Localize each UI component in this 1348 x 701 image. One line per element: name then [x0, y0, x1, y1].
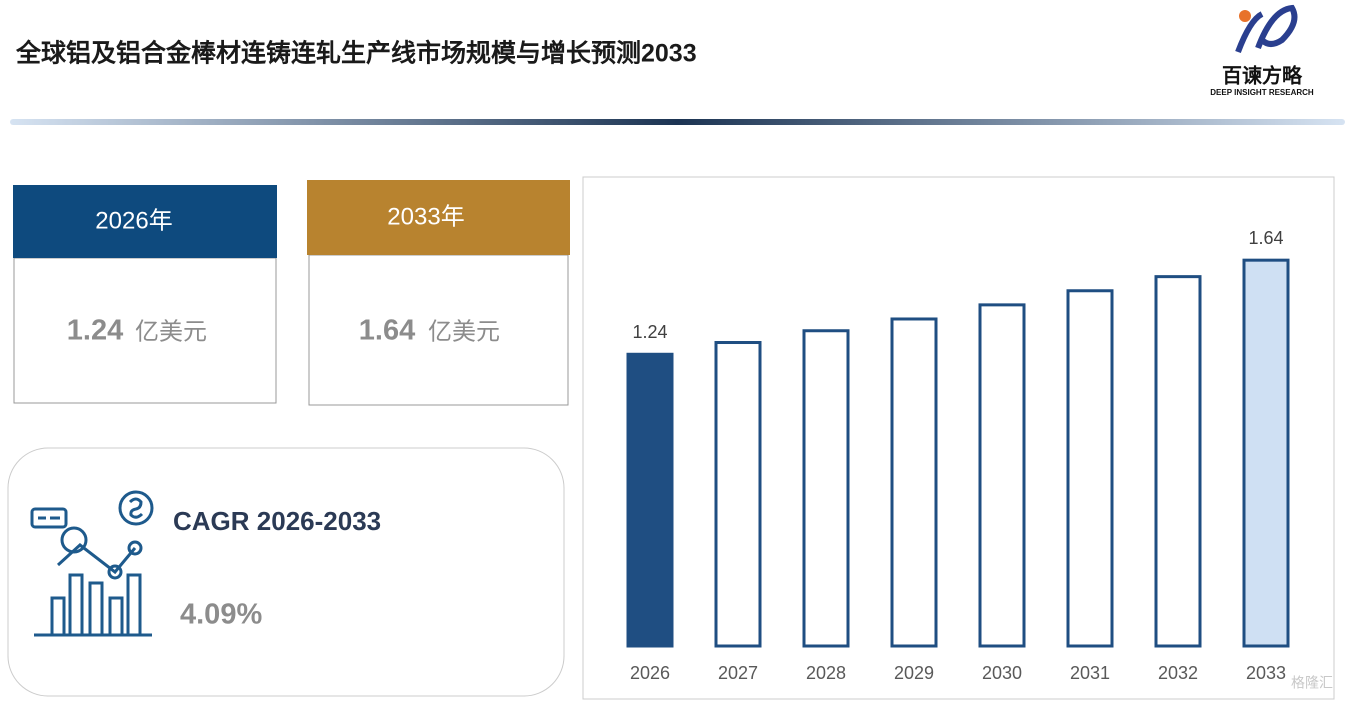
x-tick-label: 2032	[1158, 663, 1198, 683]
cagr-label: CAGR 2026-2033	[173, 506, 381, 536]
bar	[626, 352, 674, 648]
x-tick-label: 2028	[806, 663, 846, 683]
bar	[978, 303, 1026, 648]
watermark: 格隆汇	[1291, 675, 1333, 691]
card-value: 1.24	[67, 315, 123, 347]
cagr-icon	[30, 490, 154, 637]
bar	[714, 341, 762, 648]
card-unit: 亿美元	[428, 318, 500, 345]
logo-name: 百谏方略	[1222, 63, 1303, 87]
bar	[1242, 258, 1290, 648]
card-value: 1.64	[359, 315, 415, 347]
x-tick-label: 2027	[718, 663, 758, 683]
x-tick-label: 2033	[1246, 663, 1286, 683]
logo-dot	[1239, 10, 1251, 22]
data-label: 1.64	[1248, 228, 1283, 248]
page-title: 全球铝及铝合金棒材连铸连轧生产线市场规模与增长预测2033	[15, 39, 697, 68]
bar	[890, 317, 938, 648]
x-tick-label: 2026	[630, 663, 670, 683]
x-tick-label: 2031	[1070, 663, 1110, 683]
card-year: 2033年	[387, 203, 464, 230]
card-header	[307, 180, 570, 255]
card-year: 2026年	[95, 207, 172, 234]
x-tick-label: 2029	[894, 663, 934, 683]
logo: 百谏方略 DEEP INSIGHT RESEARCH	[1210, 4, 1314, 97]
bar	[1154, 275, 1202, 648]
card-body	[308, 254, 569, 406]
chart-frame	[582, 176, 1335, 700]
x-tick-label: 2030	[982, 663, 1022, 683]
logo-tagline: DEEP INSIGHT RESEARCH	[1210, 88, 1314, 97]
cagr-box	[7, 447, 565, 697]
data-label: 1.24	[632, 322, 667, 342]
divider	[10, 119, 1345, 125]
card-body	[13, 257, 277, 404]
logo-mark	[1235, 4, 1298, 54]
cagr-value: 4.09%	[180, 599, 262, 631]
card-unit: 亿美元	[135, 318, 207, 345]
bar	[802, 329, 850, 648]
card-header	[13, 185, 277, 258]
bar	[1066, 289, 1114, 648]
